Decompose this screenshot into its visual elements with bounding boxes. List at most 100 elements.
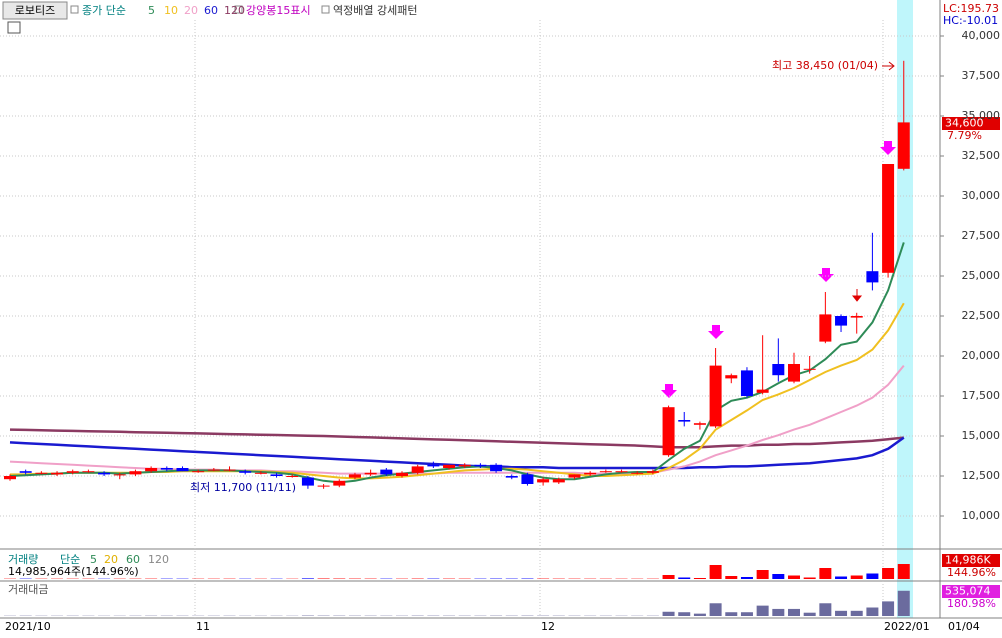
legend-entry: 20 (104, 553, 118, 566)
x-label: 11 (196, 620, 210, 633)
bar (772, 608, 785, 616)
candle-body (458, 464, 471, 467)
value-title: 거래대금 (8, 583, 48, 596)
stock-name: 로보티즈 (15, 4, 55, 17)
bar (803, 577, 816, 579)
bar (709, 565, 722, 579)
bar (835, 576, 848, 579)
candle-body (599, 471, 612, 473)
ma-line (9, 242, 905, 484)
y-tick-label: 17,500 (962, 389, 1001, 402)
candle-body (490, 464, 503, 472)
candle-body (66, 471, 79, 473)
bar (662, 575, 675, 579)
y-tick-label: 30,000 (962, 189, 1001, 202)
y-tick-label: 37,500 (962, 69, 1001, 82)
candle-body (129, 471, 142, 475)
ma-label: 종가 단순 (82, 4, 126, 17)
candle-body (4, 476, 16, 480)
bar (835, 610, 848, 616)
ma-line (10, 302, 905, 480)
candle-body (207, 469, 220, 471)
signal-arrow (818, 268, 834, 282)
high-arrow (882, 61, 895, 71)
candle-body (678, 420, 691, 422)
y-tick-label: 20,000 (962, 349, 1001, 362)
candle-body (725, 375, 738, 379)
bar (882, 568, 895, 579)
checkbox (234, 5, 243, 14)
bar (772, 574, 785, 579)
candle-body (427, 464, 440, 467)
value-change: 180.98% (947, 597, 996, 610)
bar (317, 578, 330, 579)
candle-body (364, 472, 377, 475)
bar (709, 603, 722, 616)
candle-body (772, 364, 785, 376)
bar (740, 612, 753, 616)
candle-body (317, 485, 330, 487)
candle-body (897, 122, 910, 169)
candle-body (348, 474, 361, 478)
candle-body (113, 474, 126, 476)
candle-body (333, 480, 346, 486)
candle-body (850, 316, 863, 318)
y-tick-label: 15,000 (962, 429, 1001, 442)
signal-arrow (708, 325, 724, 339)
pattern-label: 역정배열 강세패턴 (333, 4, 417, 17)
bar (693, 578, 706, 579)
candle-body (537, 479, 550, 483)
candle-body (819, 314, 832, 342)
checkbox (70, 5, 79, 14)
icon (7, 21, 21, 34)
candle-body (615, 471, 628, 473)
candle-body (835, 316, 848, 326)
y-tick-label: 40,000 (962, 29, 1001, 42)
candle-body (239, 471, 252, 473)
bar (662, 611, 675, 616)
ma-line (9, 436, 905, 470)
candle-body (882, 164, 895, 273)
x-label: 2021/10 (5, 620, 51, 633)
candle-body (160, 468, 173, 470)
candle-body (380, 469, 393, 475)
title-box (2, 1, 68, 20)
bar (850, 610, 863, 616)
cursor-date: 01/04 (948, 620, 980, 633)
candle-body (866, 271, 879, 283)
candle-body (82, 471, 95, 473)
candle-body (411, 466, 424, 473)
bar (756, 605, 769, 616)
bar (866, 607, 879, 616)
candle-body (662, 407, 675, 456)
y-tick-label: 32,500 (962, 149, 1001, 162)
legend-entry: 5 (90, 553, 97, 566)
bar (693, 613, 706, 616)
bar (301, 578, 314, 579)
y-tick-label: 35,000 (962, 109, 1001, 122)
candle-body (568, 474, 581, 478)
volume-summary: 14,985,964주(144.96%) (8, 565, 139, 578)
bar (850, 575, 863, 579)
y-tick-label: 10,000 (962, 509, 1001, 522)
legend-entry: 60 (126, 553, 140, 566)
candle-body (443, 464, 456, 468)
volume-title: 거래량 (8, 553, 38, 566)
candle-body (740, 370, 753, 396)
candle-body (176, 468, 189, 472)
ma-line (9, 364, 905, 475)
last-price: 34,600 (945, 117, 984, 130)
legend-entry: 10 (164, 4, 178, 17)
candle-body (254, 472, 267, 474)
bar (725, 576, 738, 579)
signal-arrow (880, 141, 896, 155)
candle-body (301, 477, 314, 486)
candle-body (646, 471, 659, 473)
volume-last-box (942, 554, 1000, 567)
candle-body (693, 423, 706, 425)
candle-body (505, 476, 518, 478)
legend-entry: 120 (148, 553, 169, 566)
x-label: 12 (541, 620, 555, 633)
